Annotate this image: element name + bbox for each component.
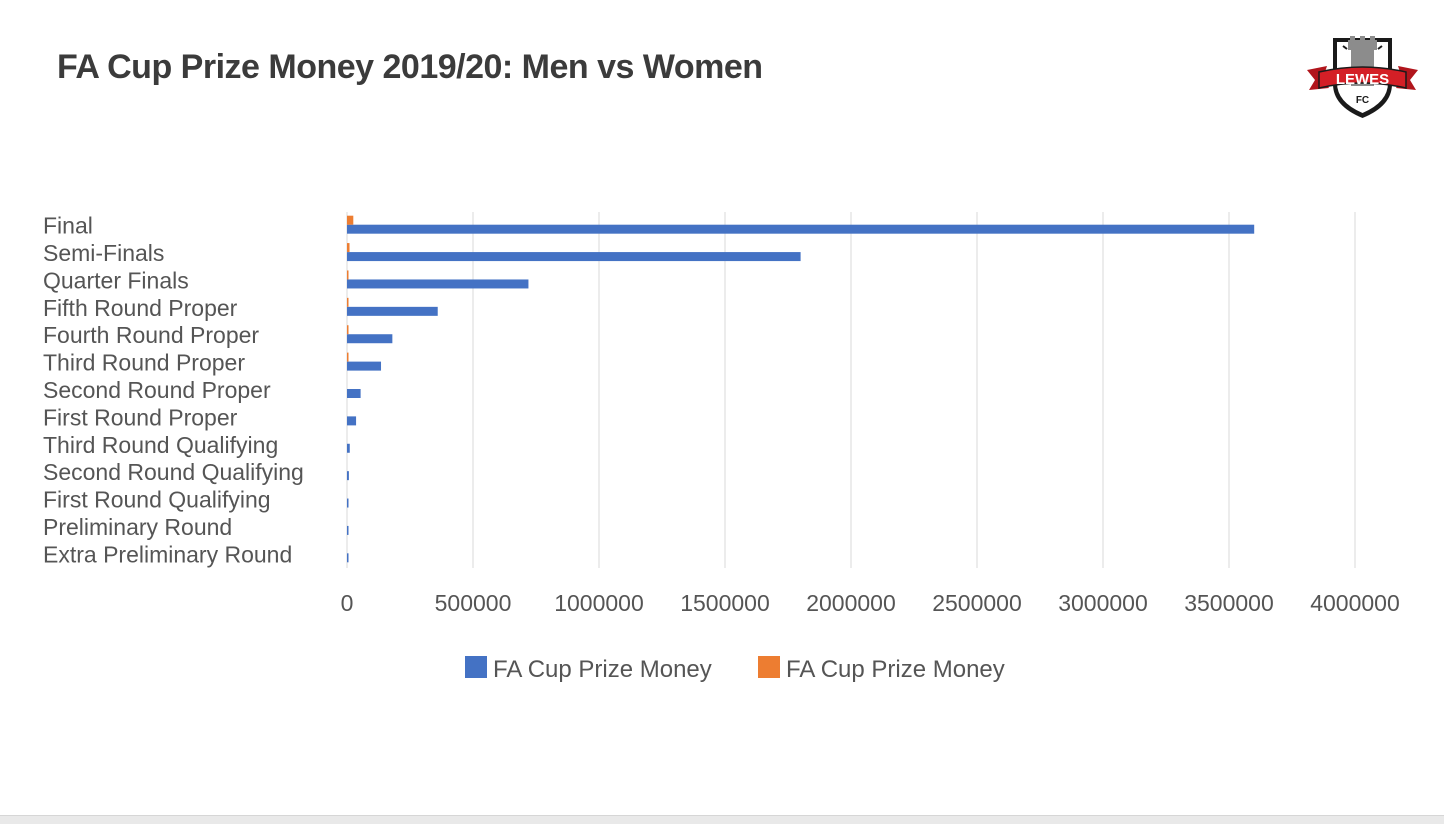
legend-label-2: FA Cup Prize Money [786, 656, 1005, 683]
y-tick-label: First Round Qualifying [43, 487, 271, 513]
bar-series-1 [347, 252, 801, 262]
bar-series-1 [347, 471, 349, 481]
bar-series-2 [347, 270, 349, 280]
y-tick-label: Fourth Round Proper [43, 322, 259, 348]
legend-label-1: FA Cup Prize Money [493, 656, 712, 683]
bar-series-2 [347, 215, 354, 225]
bar-series-1 [347, 334, 393, 344]
bar-series-1 [347, 498, 349, 508]
bar-series-2 [347, 243, 350, 253]
logo-lewes-text: LEWES [1336, 71, 1389, 88]
bar-series-1 [347, 361, 382, 371]
y-tick-label: Third Round Qualifying [43, 432, 278, 458]
x-tick-label: 2000000 [806, 590, 896, 616]
y-tick-label: Quarter Finals [43, 267, 189, 293]
x-tick-label: 0 [341, 590, 354, 616]
legend-swatch-1 [465, 656, 487, 678]
y-tick-label: Semi-Finals [43, 240, 164, 266]
bar-series-1 [347, 443, 350, 453]
x-tick-label: 3000000 [1058, 590, 1148, 616]
bar-series-1 [347, 525, 349, 535]
bar-series-1 [347, 389, 361, 398]
prize-money-bar-chart: 0 500000 1000000 1500000 2000000 2500000 30000… [43, 212, 1400, 683]
y-tick-label: Preliminary Round [43, 514, 232, 540]
page-title: FA Cup Prize Money 2019/20: Men vs Women [57, 48, 763, 86]
bar-series-1 [347, 416, 357, 426]
x-tick-label: 1500000 [680, 590, 770, 616]
y-tick-label: Extra Preliminary Round [43, 541, 292, 567]
lewes-fc-logo: LEWES FC [1307, 36, 1418, 118]
x-tick-label: 1000000 [554, 590, 644, 616]
bar-series-1 [347, 306, 438, 316]
bar-series-2 [347, 352, 349, 362]
legend-swatch-2 [758, 656, 780, 678]
x-tick-label: 500000 [435, 590, 512, 616]
y-tick-label: Third Round Proper [43, 350, 245, 376]
bar-series-2 [347, 297, 349, 307]
y-tick-label: Second Round Qualifying [43, 459, 304, 485]
y-tick-label: Fifth Round Proper [43, 295, 238, 321]
y-tick-label: Second Round Proper [43, 377, 271, 403]
page-bottom-border [0, 815, 1444, 824]
y-tick-label: Final [43, 213, 93, 239]
bar-series-1 [347, 553, 349, 563]
bar-series-1 [347, 279, 529, 289]
logo-fc-text: FC [1356, 95, 1369, 106]
x-tick-label: 4000000 [1310, 590, 1400, 616]
y-tick-label: First Round Proper [43, 404, 238, 430]
bar-series-1 [347, 224, 1255, 234]
x-tick-label: 2500000 [932, 590, 1022, 616]
bar-series-2 [347, 325, 349, 335]
x-tick-label: 3500000 [1184, 590, 1274, 616]
